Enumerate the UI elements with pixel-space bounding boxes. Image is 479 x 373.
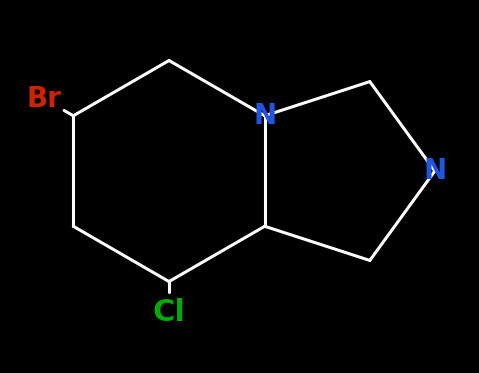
Text: Br: Br xyxy=(27,85,62,113)
Text: Cl: Cl xyxy=(153,298,185,327)
Text: N: N xyxy=(253,102,276,130)
Text: N: N xyxy=(423,157,446,185)
